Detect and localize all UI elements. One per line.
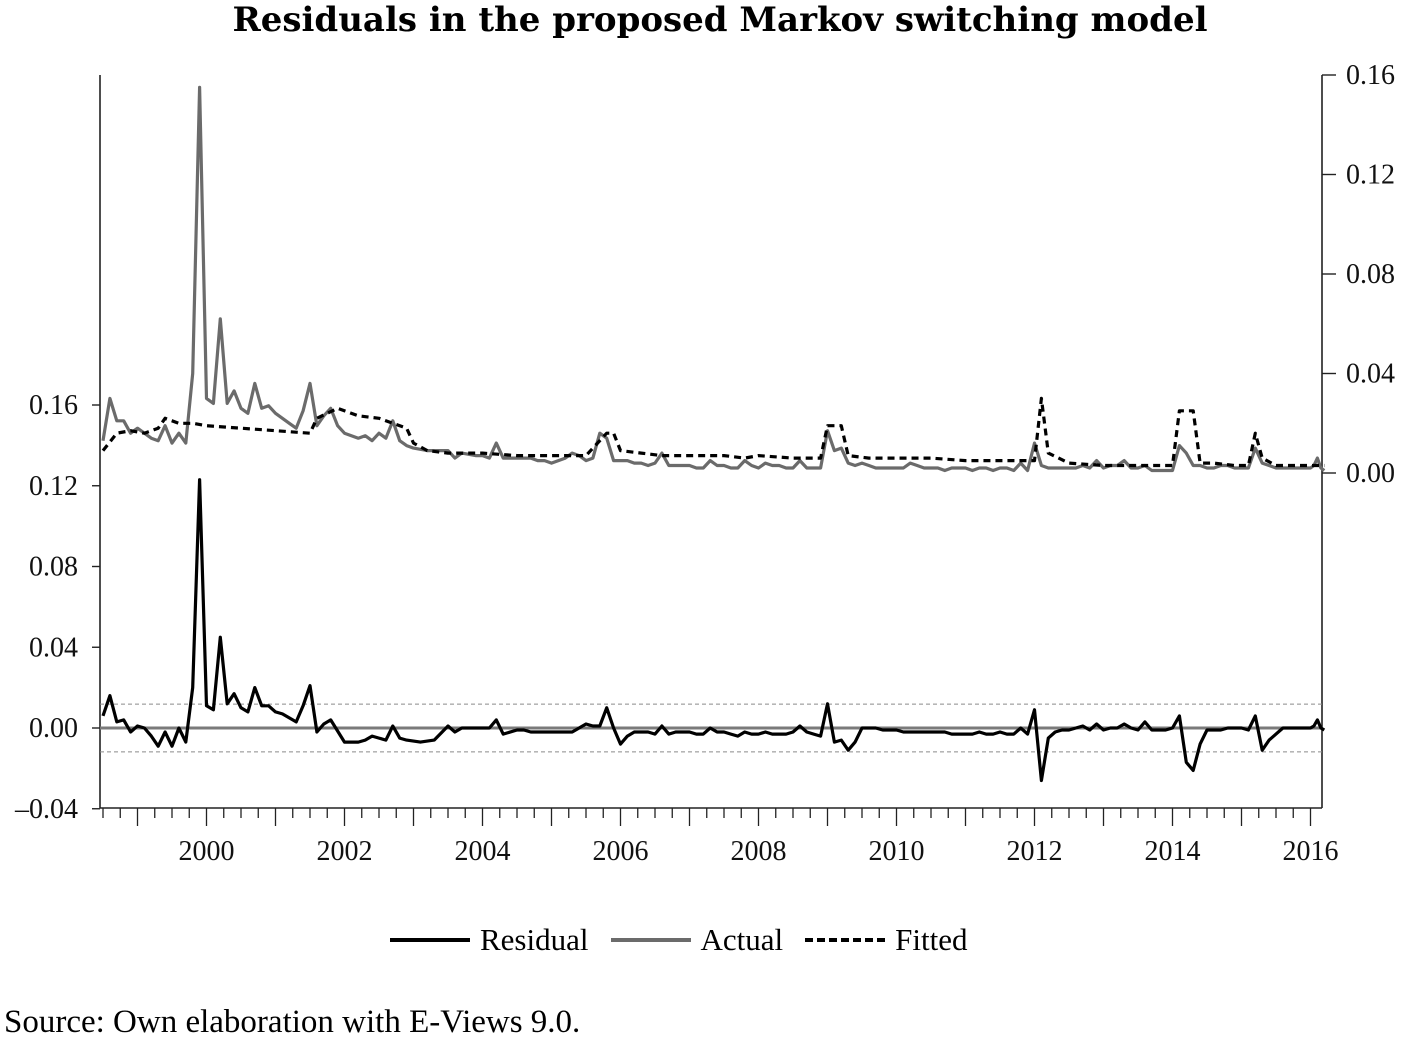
left-tick-label: 0.04	[29, 632, 78, 663]
legend-swatch-residual	[390, 938, 470, 942]
x-tick-label: 2004	[455, 836, 511, 867]
left-tick-label: 0.12	[29, 471, 78, 502]
legend-item-residual: Residual	[390, 922, 589, 958]
left-tick-label: –0.04	[14, 794, 78, 825]
x-tick-label: 2010	[869, 836, 925, 867]
legend-item-fitted: Fitted	[805, 922, 967, 958]
source-note: Source: Own elaboration with E-Views 9.0…	[4, 1004, 581, 1040]
series-line-residual	[101, 478, 1326, 783]
right-tick-label: 0.12	[1346, 160, 1395, 191]
x-tick-label: 2002	[317, 836, 373, 867]
left-tick-label: 0.00	[29, 713, 78, 744]
legend-swatch-actual	[610, 938, 691, 942]
series-lines	[101, 85, 1326, 783]
x-tick-label: 2006	[593, 836, 649, 867]
x-tick-label: 2012	[1007, 836, 1063, 867]
x-tick-label: 2008	[731, 836, 787, 867]
legend-label-fitted: Fitted	[895, 922, 968, 957]
series-line-actual	[101, 85, 1326, 473]
legend-item-actual: Actual	[610, 922, 784, 958]
left-tick-label: 0.08	[29, 552, 78, 583]
legend-label-residual: Residual	[480, 922, 589, 957]
legend-label-actual: Actual	[700, 922, 784, 957]
chart-plot: 0.16 0.12 0.08 0.04 0.00 –0.04 0.16 0.12 0.08 0.0…	[14, 60, 1395, 867]
right-tick-label: 0.16	[1346, 60, 1395, 91]
series-line-fitted	[101, 396, 1325, 468]
chart-title: Residuals in the proposed Markov switchi…	[232, 0, 1208, 40]
legend: Residual Actual Fitted	[390, 920, 989, 960]
right-tick-label: 0.08	[1346, 259, 1395, 290]
legend-swatch-fitted	[805, 938, 886, 942]
tick-labels: 0.16 0.12 0.08 0.04 0.00 –0.04 0.16 0.12 0.08 0.0…	[14, 60, 1395, 867]
right-tick-label: 0.00	[1346, 458, 1395, 489]
left-tick-label: 0.16	[29, 390, 78, 421]
x-tick-label: 2014	[1145, 836, 1201, 867]
x-tick-label: 2016	[1283, 836, 1339, 867]
x-tick-label: 2000	[179, 836, 235, 867]
right-tick-label: 0.04	[1346, 359, 1395, 390]
